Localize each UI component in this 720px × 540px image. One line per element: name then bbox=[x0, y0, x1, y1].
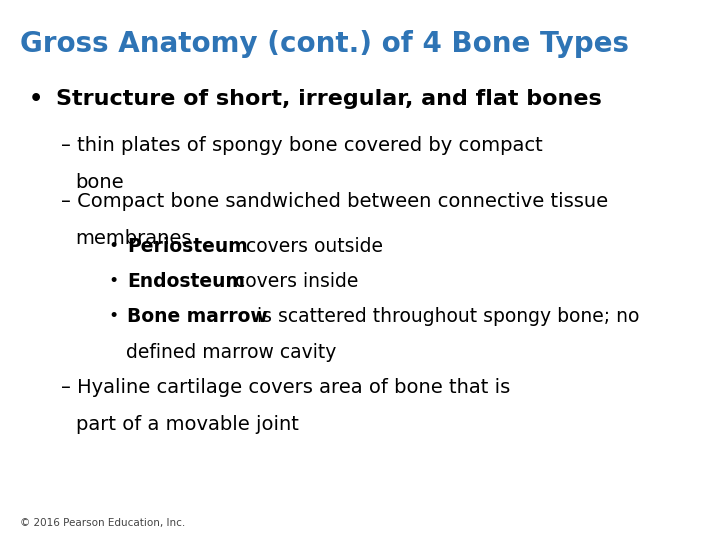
Text: defined marrow cavity: defined marrow cavity bbox=[126, 343, 336, 362]
Text: – Compact bone sandwiched between connective tissue: – Compact bone sandwiched between connec… bbox=[61, 192, 608, 211]
Text: Gross Anatomy (cont.) of 4 Bone Types: Gross Anatomy (cont.) of 4 Bone Types bbox=[20, 30, 629, 58]
Text: Structure of short, irregular, and flat bones: Structure of short, irregular, and flat … bbox=[56, 89, 602, 109]
Text: bone: bone bbox=[76, 173, 125, 192]
Text: •: • bbox=[29, 89, 43, 109]
Text: © 2016 Pearson Education, Inc.: © 2016 Pearson Education, Inc. bbox=[20, 518, 186, 528]
Text: •: • bbox=[108, 307, 118, 325]
Text: Endosteum: Endosteum bbox=[127, 272, 246, 291]
Text: – Hyaline cartilage covers area of bone that is: – Hyaline cartilage covers area of bone … bbox=[61, 378, 510, 397]
Text: – thin plates of spongy bone covered by compact: – thin plates of spongy bone covered by … bbox=[61, 136, 543, 155]
Text: •: • bbox=[108, 237, 118, 254]
Text: covers outside: covers outside bbox=[240, 237, 383, 255]
Text: Bone marrow: Bone marrow bbox=[127, 307, 268, 326]
Text: membranes: membranes bbox=[76, 229, 192, 248]
Text: •: • bbox=[108, 272, 118, 289]
Text: covers inside: covers inside bbox=[229, 272, 358, 291]
Text: Periosteum: Periosteum bbox=[127, 237, 248, 255]
Text: is scattered throughout spongy bone; no: is scattered throughout spongy bone; no bbox=[251, 307, 639, 326]
Text: part of a movable joint: part of a movable joint bbox=[76, 415, 299, 434]
